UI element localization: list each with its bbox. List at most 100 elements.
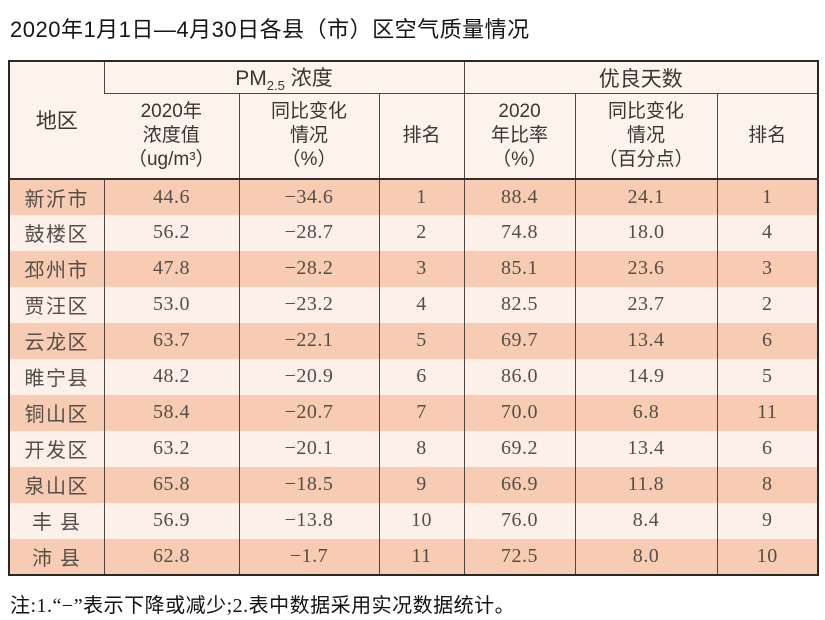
air-quality-table: 地区 PM2.5 浓度 优良天数 2020年 浓度值 （ug/m³） 同比变化 …	[8, 60, 820, 576]
header-sub-row: 2020年 浓度值 （ug/m³） 同比变化 情况 （%） 排名 2020 年比…	[9, 93, 819, 180]
header-pm-rank: 排名	[378, 93, 465, 180]
pm-rank-cell: 7	[378, 394, 465, 431]
pm-change-cell: −23.2	[238, 286, 379, 323]
header-group-row: 地区 PM2.5 浓度 优良天数	[9, 61, 819, 180]
region-cell: 铜山区	[9, 394, 104, 431]
table-header: 地区 PM2.5 浓度 优良天数 2020年 浓度值 （ug/m³） 同比变化 …	[9, 61, 819, 180]
good-rank-cell: 6	[716, 322, 819, 359]
good-change-cell: 24.1	[574, 178, 718, 215]
good-ratio-cell: 76.0	[463, 502, 576, 539]
header-pm-value: 2020年 浓度值 （ug/m³）	[104, 93, 239, 180]
header-group-pm25: PM2.5 浓度	[103, 61, 465, 95]
pm-value-cell: 62.8	[103, 538, 239, 575]
pm-value-cell: 63.7	[103, 322, 239, 359]
pm-value-cell: 63.2	[103, 430, 239, 467]
pm-change-cell: −22.1	[238, 322, 379, 359]
good-change-cell: 13.4	[574, 430, 718, 467]
pm-change-cell: −34.6	[238, 178, 379, 215]
good-ratio-cell: 66.9	[463, 466, 576, 503]
good-ratio-cell: 69.2	[463, 430, 576, 467]
pm-rank-cell: 4	[378, 286, 465, 323]
table-row: 新沂市 44.6 −34.6 1 88.4 24.1 1	[9, 178, 819, 215]
good-change-cell: 11.8	[574, 466, 718, 503]
table-row: 邳州市 47.8 −28.2 3 85.1 23.6 3	[9, 250, 819, 287]
pm-value-cell: 58.4	[103, 394, 239, 431]
region-cell: 云龙区	[9, 322, 104, 359]
good-ratio-cell: 72.5	[463, 538, 576, 575]
pm-value-cell: 65.8	[103, 466, 239, 503]
pm-rank-cell: 5	[378, 322, 465, 359]
table-row: 泉山区 65.8 −18.5 9 66.9 11.8 8	[9, 466, 819, 503]
pm-change-cell: −28.2	[238, 250, 379, 287]
good-change-cell: 8.4	[574, 502, 718, 539]
good-ratio-cell: 85.1	[463, 250, 576, 287]
pm-rank-cell: 10	[378, 502, 465, 539]
good-ratio-cell: 82.5	[463, 286, 576, 323]
table-row: 睢宁县 48.2 −20.9 6 86.0 14.9 5	[9, 358, 819, 395]
good-change-cell: 14.9	[574, 358, 718, 395]
region-cell: 沛 县	[9, 538, 104, 575]
header-pm-change: 同比变化 情况 （%）	[238, 93, 379, 180]
pm-value-cell: 47.8	[103, 250, 239, 287]
table-row: 开发区 63.2 −20.1 8 69.2 13.4 6	[9, 430, 819, 467]
table-row: 贾汪区 53.0 −23.2 4 82.5 23.7 2	[9, 286, 819, 323]
pm-change-cell: −18.5	[238, 466, 379, 503]
good-ratio-cell: 86.0	[463, 358, 576, 395]
good-change-cell: 8.0	[574, 538, 718, 575]
header-group-good-days: 优良天数	[463, 61, 819, 95]
pm-value-cell: 44.6	[103, 178, 239, 215]
pm-rank-cell: 6	[378, 358, 465, 395]
good-rank-cell: 2	[716, 286, 819, 323]
good-rank-cell: 9	[716, 502, 819, 539]
footnote: 注:1.“−”表示下降或减少;2.表中数据采用实况数据统计。	[10, 594, 516, 617]
good-change-cell: 23.7	[574, 286, 718, 323]
good-rank-cell: 1	[716, 178, 819, 215]
good-ratio-cell: 74.8	[463, 214, 576, 251]
region-cell: 开发区	[9, 430, 104, 467]
table-body: 新沂市 44.6 −34.6 1 88.4 24.1 1 鼓楼区 56.2 −2…	[9, 178, 819, 575]
good-change-cell: 23.6	[574, 250, 718, 287]
pm-value-cell: 56.2	[103, 214, 239, 251]
good-change-cell: 6.8	[574, 394, 718, 431]
table-row: 鼓楼区 56.2 −28.7 2 74.8 18.0 4	[9, 214, 819, 251]
pm-rank-cell: 9	[378, 466, 465, 503]
good-rank-cell: 6	[716, 430, 819, 467]
pm-value-cell: 48.2	[103, 358, 239, 395]
region-cell: 睢宁县	[9, 358, 104, 395]
pm-rank-cell: 11	[378, 538, 465, 575]
table-row: 云龙区 63.7 −22.1 5 69.7 13.4 6	[9, 322, 819, 359]
pm-rank-cell: 1	[378, 178, 465, 215]
page-title: 2020年1月1日—4月30日各县（市）区空气质量情况	[10, 17, 530, 42]
pm25-label-subscript: 2.5	[266, 78, 285, 94]
good-rank-cell: 5	[716, 358, 819, 395]
table-row: 铜山区 58.4 −20.7 7 70.0 6.8 11	[9, 394, 819, 431]
good-rank-cell: 10	[716, 538, 819, 575]
good-rank-cell: 8	[716, 466, 819, 503]
region-cell: 新沂市	[9, 178, 104, 215]
pm-change-cell: −20.9	[238, 358, 379, 395]
header-good-rank: 排名	[716, 93, 819, 180]
header-good-ratio: 2020 年比率 （%）	[463, 93, 576, 180]
table-row: 沛 县 62.8 −1.7 11 72.5 8.0 10	[9, 538, 819, 575]
header-good-change: 同比变化 情况 （百分点）	[574, 93, 718, 180]
pm-rank-cell: 2	[378, 214, 465, 251]
pm-change-cell: −13.8	[238, 502, 379, 539]
pm25-label-prefix: PM	[235, 67, 267, 90]
good-change-cell: 13.4	[574, 322, 718, 359]
table-row: 丰 县 56.9 −13.8 10 76.0 8.4 9	[9, 502, 819, 539]
header-region: 地区	[9, 61, 104, 180]
good-ratio-cell: 70.0	[463, 394, 576, 431]
good-rank-cell: 4	[716, 214, 819, 251]
region-cell: 邳州市	[9, 250, 104, 287]
region-cell: 贾汪区	[9, 286, 104, 323]
region-cell: 泉山区	[9, 466, 104, 503]
good-ratio-cell: 69.7	[463, 322, 576, 359]
region-cell: 丰 县	[9, 502, 104, 539]
pm-rank-cell: 3	[378, 250, 465, 287]
pm25-label-suffix: 浓度	[284, 67, 333, 90]
pm-change-cell: −20.1	[238, 430, 379, 467]
good-ratio-cell: 88.4	[463, 178, 576, 215]
pm-change-cell: −28.7	[238, 214, 379, 251]
pm-rank-cell: 8	[378, 430, 465, 467]
